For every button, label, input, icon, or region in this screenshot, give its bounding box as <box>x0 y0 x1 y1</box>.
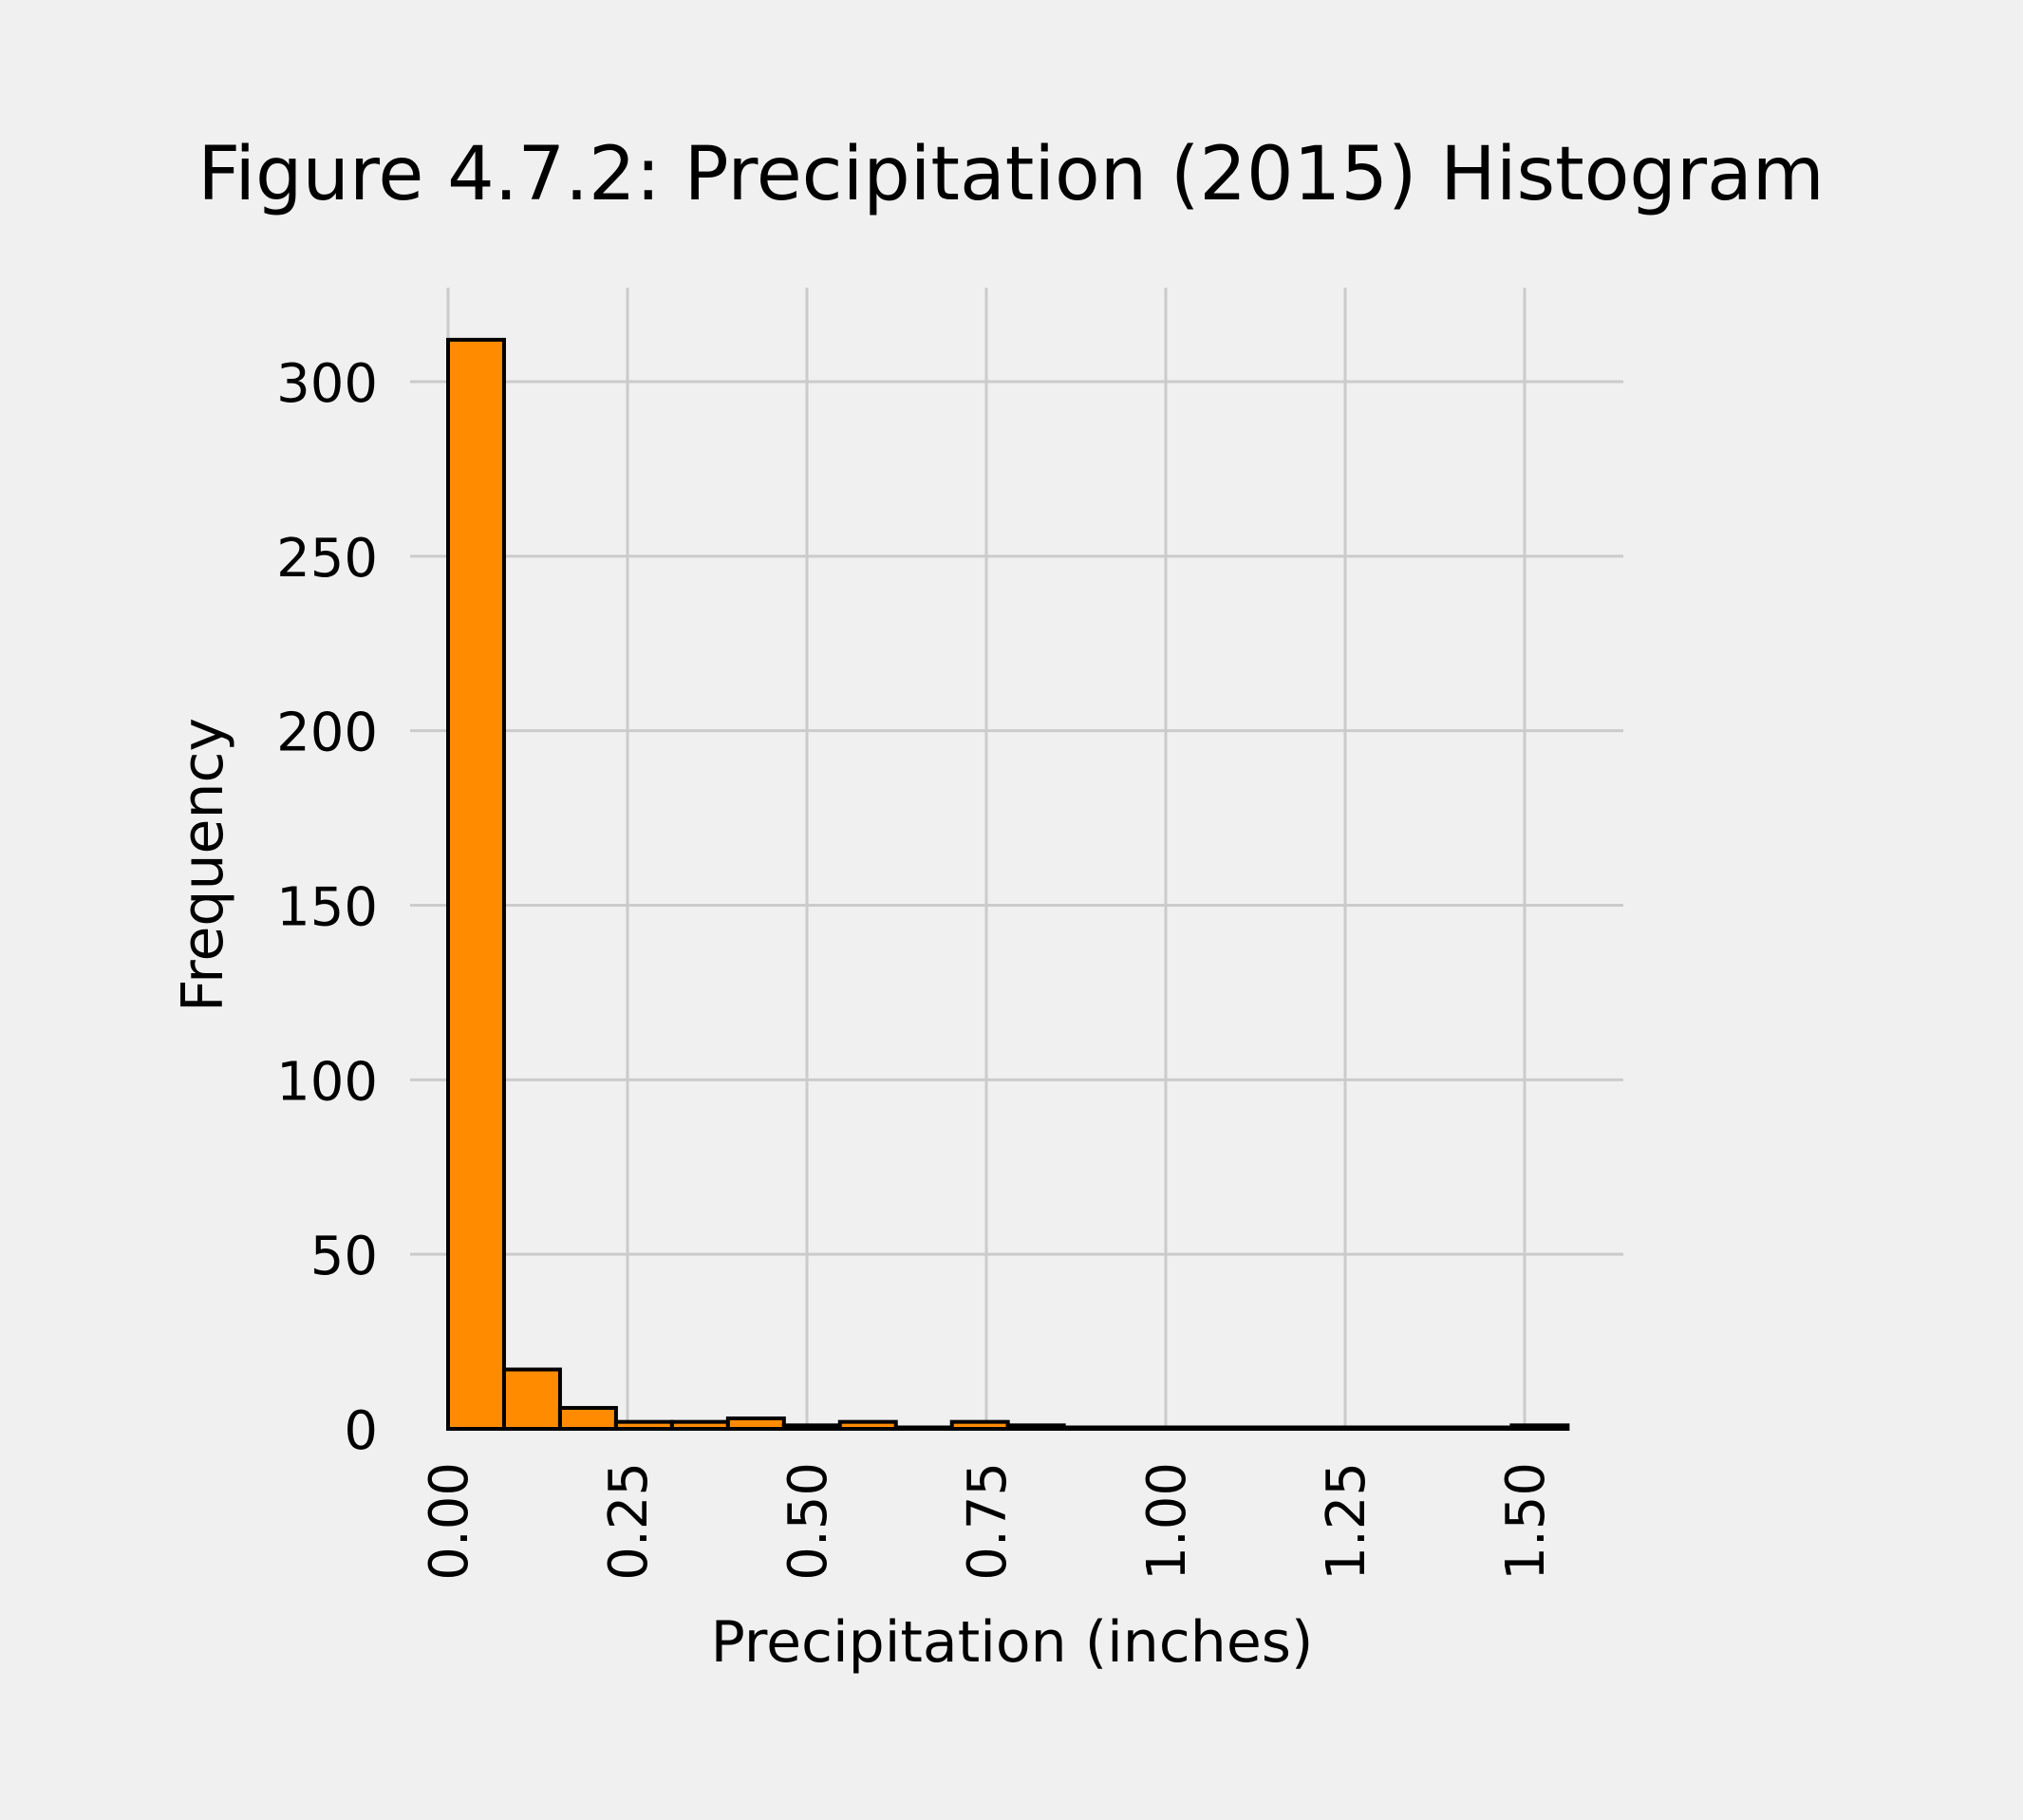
histogram-bar <box>949 1419 1010 1431</box>
y-axis-label: Frequency <box>170 718 236 1012</box>
y-tick-label: 0 <box>344 1400 378 1462</box>
histogram-bar <box>1117 1425 1178 1431</box>
x-tick-label: 1.00 <box>1136 1462 1198 1581</box>
histogram-bar <box>501 1367 562 1432</box>
x-tick-label: 0.75 <box>957 1462 1019 1581</box>
histogram-bar <box>446 337 506 1431</box>
x-tick-label: 0.50 <box>777 1462 839 1581</box>
histogram-bar <box>1229 1425 1290 1431</box>
histogram-bar <box>1285 1425 1346 1431</box>
grid-lines <box>410 288 1623 1429</box>
histogram-bar <box>1341 1425 1402 1431</box>
y-tick-label: 50 <box>310 1226 378 1287</box>
x-tick-label: 0.25 <box>598 1462 660 1581</box>
y-tick-label: 300 <box>276 353 378 415</box>
histogram-bar <box>613 1419 674 1431</box>
chart-title: Figure 4.7.2: Precipitation (2015) Histo… <box>197 132 1825 217</box>
histogram-bars <box>446 337 1570 1432</box>
y-tick-label: 100 <box>276 1051 378 1113</box>
x-tick-label: 0.00 <box>419 1462 480 1581</box>
histogram-bar <box>893 1425 954 1431</box>
y-tick-labels: 0 50 100 150 200 250 300 <box>276 353 378 1462</box>
histogram-bar <box>837 1419 898 1431</box>
x-tick-labels: 0.00 0.25 0.50 0.75 1.00 1.25 1.50 <box>419 1462 1557 1581</box>
x-axis-label: Precipitation (inches) <box>711 1609 1314 1676</box>
y-tick-label: 150 <box>276 877 378 939</box>
histogram-bar <box>725 1416 786 1431</box>
y-tick-label: 200 <box>276 703 378 764</box>
histogram-bar <box>557 1405 618 1431</box>
histogram-bar <box>1061 1425 1122 1431</box>
histogram-bar <box>1005 1423 1066 1432</box>
histogram-bar <box>1509 1423 1570 1432</box>
histogram-bar <box>1453 1425 1514 1431</box>
y-tick-label: 250 <box>276 528 378 590</box>
histogram-bar <box>1397 1425 1458 1431</box>
x-tick-label: 1.25 <box>1316 1462 1377 1581</box>
histogram-bar <box>781 1423 842 1432</box>
histogram-bar <box>1173 1425 1234 1431</box>
histogram-bar <box>669 1419 730 1431</box>
x-tick-label: 1.50 <box>1495 1462 1557 1581</box>
